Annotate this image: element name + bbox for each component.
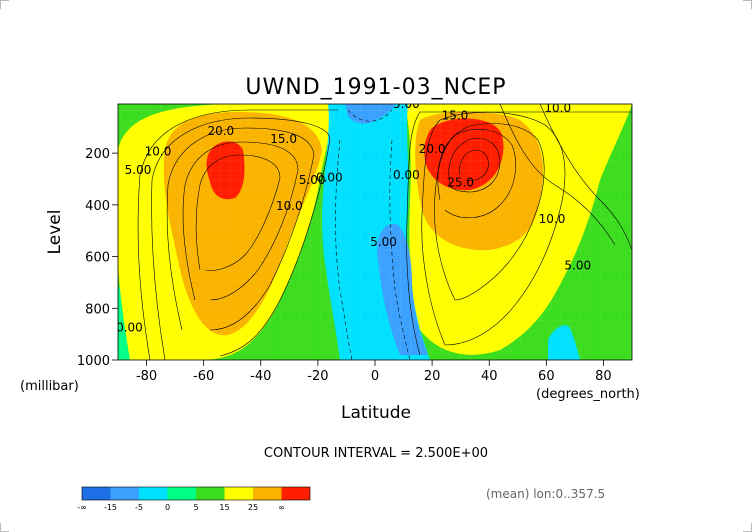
contour-label: 20.0 [419,142,446,156]
colorbar-swatch [167,487,196,500]
x-tick-label: -20 [307,369,328,384]
contour-label: 10.0 [539,212,566,226]
mean-lon-note: (mean) lon:0..357.5 [486,487,605,501]
colorbar-swatch [281,487,310,500]
colorbar-label: ∞ [278,503,285,512]
contour-label: 5.00 [125,163,152,177]
x-axis-title: Latitude [341,403,411,423]
x-tick-label: -60 [193,369,214,384]
y-tick-label: 1000 [77,354,110,369]
colorbar-swatch [110,487,139,500]
colorbar-label: -∞ [77,503,87,512]
y-axis-title: Level [45,210,65,255]
x-tick-label: 40 [481,369,498,384]
contour-label: 5.00 [393,97,420,111]
x-unit-label: (degrees_north) [536,387,640,402]
colorbar-swatch [139,487,168,500]
y-axis: 200 400 600 800 1000 [77,147,118,369]
contour-label: 15.0 [270,132,297,146]
x-tick-label: 60 [538,369,555,384]
contour-label: 0.00 [393,168,420,182]
y-unit-label: (millibar) [20,379,79,394]
contour-labels: 20.015.010.05.0010.05.000.005.000.005.00… [116,97,591,335]
x-axis: -80 -60 -40 -20 0 20 40 60 80 [136,360,612,384]
contour-label: 0.00 [316,171,343,185]
contour-label: 10.0 [544,101,571,115]
colorbar-swatch [82,487,111,500]
x-tick-label: 80 [595,369,612,384]
contour-interval-label: CONTOUR INTERVAL = 2.500E+00 [264,446,488,461]
colorbar-label: 25 [248,503,258,512]
contour-label: 5.00 [564,258,591,272]
x-tick-label: 0 [371,369,379,384]
y-tick-label: 200 [85,147,110,162]
colorbar-frame [81,486,311,501]
colorbar-swatch [253,487,282,500]
colorbar-label: 15 [219,503,229,512]
x-tick-label: -40 [250,369,271,384]
contour-label: 5.00 [299,173,326,187]
y-tick-label: 400 [85,199,110,214]
contour-label: 5.00 [370,235,397,249]
colorbar-label: -5 [135,503,143,512]
contour-label: 20.0 [207,124,234,138]
x-tick-label: 20 [424,369,441,384]
y-tick-label: 600 [85,251,110,266]
contour-label: 0.00 [116,321,143,335]
colorbar-swatch [196,487,225,500]
colorbar-label: -15 [104,503,117,512]
colorbar-label: 5 [193,503,198,512]
contour-label: 25.0 [447,176,474,190]
contour-field: 20.015.010.05.0010.05.000.005.000.005.00… [116,97,632,360]
contour-label: 15.0 [442,109,469,123]
chart-title: UWND_1991-03_NCEP [245,75,506,100]
colorbar-swatch [224,487,253,500]
colorbar-label: 0 [165,503,170,512]
x-tick-label: -80 [136,369,157,384]
contour-label: 10.0 [276,199,303,213]
contour-label: 10.0 [145,145,172,159]
grid-overlay [118,104,632,360]
corner-mark [0,0,9,9]
colorbar: -∞ -15 -5 0 5 15 25 ∞ [77,486,311,512]
y-tick-label: 800 [85,302,110,317]
